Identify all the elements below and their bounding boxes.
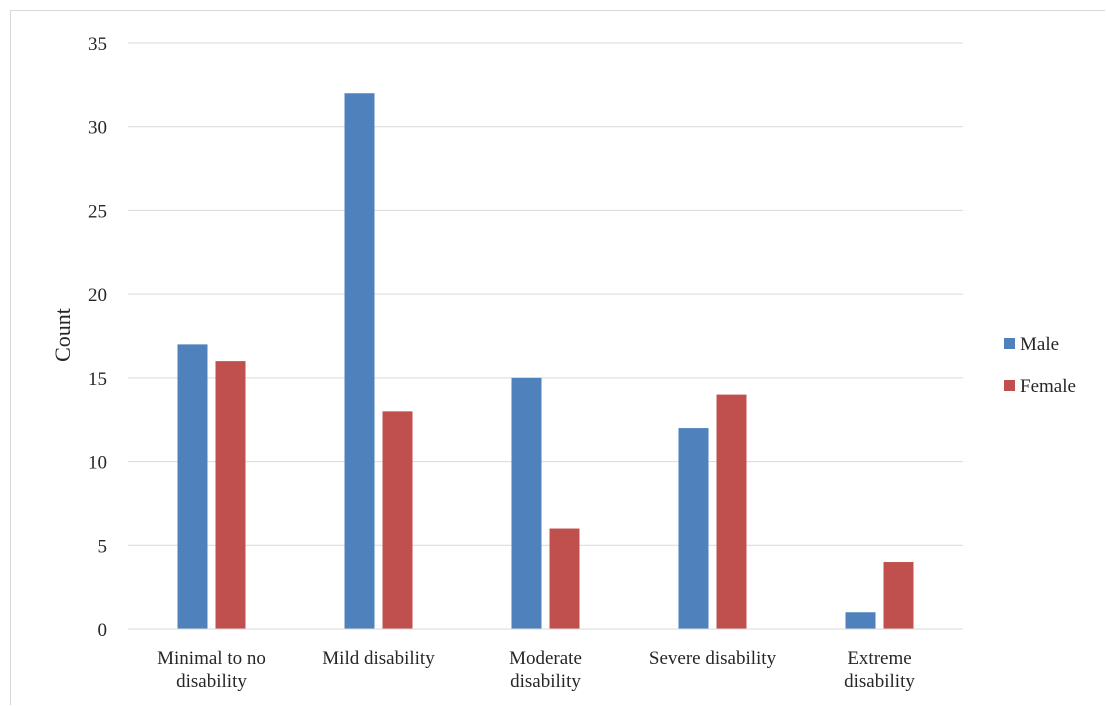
x-tick-label: Moderate disability <box>509 648 582 692</box>
bar-male <box>678 428 709 629</box>
y-tick-label: 5 <box>98 536 108 557</box>
bar-female <box>883 562 914 629</box>
y-axis-ticks: 0 5 10 15 20 25 30 35 <box>88 34 107 641</box>
x-axis-labels: Minimal to no disability Mild disability Mo… <box>157 648 915 692</box>
bar-female <box>549 528 580 629</box>
legend-label-male: Male <box>1020 334 1059 355</box>
x-tick-label: Minimal to no disability <box>157 648 266 692</box>
y-axis-label: Count <box>50 308 75 362</box>
legend-swatch-male <box>1004 338 1015 349</box>
bar-male <box>177 344 208 629</box>
y-tick-label: 30 <box>88 118 107 139</box>
y-tick-label: 20 <box>88 285 107 306</box>
y-tick-label: 0 <box>98 620 108 641</box>
y-tick-label: 25 <box>88 201 107 222</box>
bar-female <box>382 411 413 629</box>
x-tick-label: Extreme disability <box>844 648 915 692</box>
legend-label-female: Female <box>1020 376 1076 397</box>
legend: Male Female <box>1004 334 1076 397</box>
y-tick-label: 10 <box>88 453 107 474</box>
x-tick-label: Severe disability <box>649 648 777 669</box>
bar-female <box>215 361 246 629</box>
bar-male <box>511 377 542 629</box>
bar-male <box>845 612 876 629</box>
bars <box>177 93 914 629</box>
bar-female <box>716 394 747 629</box>
bar-male <box>344 93 375 629</box>
legend-swatch-female <box>1004 380 1015 391</box>
y-tick-label: 35 <box>88 34 107 55</box>
gridlines <box>128 42 963 546</box>
y-tick-label: 15 <box>88 369 107 390</box>
x-tick-label: Mild disability <box>322 648 435 669</box>
